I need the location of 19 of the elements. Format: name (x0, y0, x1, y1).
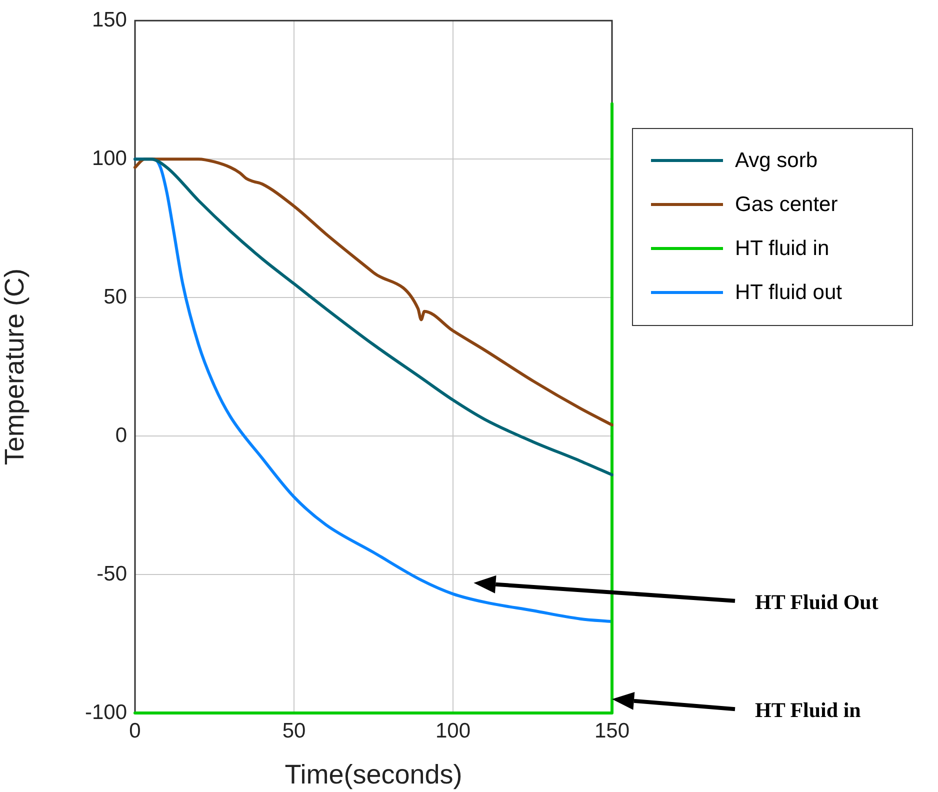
y-tick-label: 50 (104, 285, 127, 308)
text: HT Fluid in (755, 698, 861, 724)
legend-label: Gas center (735, 192, 838, 217)
y-tick-label: -100 (84, 700, 127, 724)
y-axis-title: Temperature (C) (0, 268, 30, 466)
legend-label: Avg sorb (735, 148, 818, 173)
x-axis-title: Time(seconds) (284, 759, 462, 790)
x-tick-label: 150 (594, 719, 630, 742)
legend-label: HT fluid out (735, 280, 842, 305)
line-series (134, 158, 614, 476)
y-tick-label: 100 (92, 146, 127, 170)
legend-label: HT fluid in (735, 236, 830, 261)
x-tick-label: 50 (282, 719, 306, 742)
y-tick-label: 150 (92, 8, 127, 32)
line-series (134, 158, 614, 426)
x-tick-label: 100 (435, 719, 471, 742)
y-tick-label: 0 (115, 424, 127, 447)
text: HT Fluid Out (755, 590, 878, 615)
y-tick-label: -50 (96, 562, 127, 586)
